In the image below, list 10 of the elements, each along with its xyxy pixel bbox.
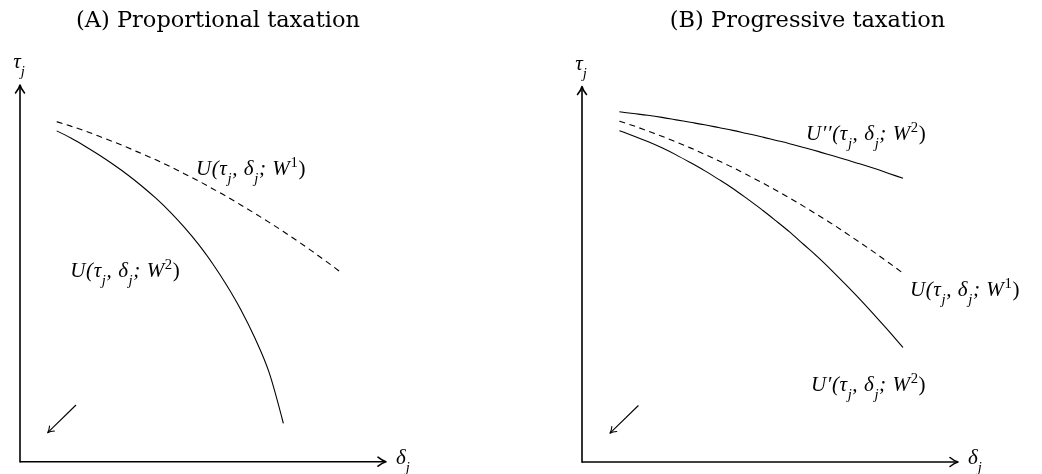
series-label: U′′(τ$_{j}$, δ$_{j}$; W$^{2}$)	[806, 119, 927, 152]
y-axis-title: τ$_{j}$	[13, 49, 25, 79]
series-label: U(τ$_{j}$, δ$_{j}$; W$^{1}$)	[196, 153, 307, 186]
chart-title: (A) Proportional taxation	[76, 6, 360, 32]
series-label: U(τ$_{j}$, δ$_{j}$; W$^{1}$)	[910, 275, 1021, 308]
series-label: U(τ$_{j}$, δ$_{j}$; W$^{2}$)	[70, 256, 181, 289]
series-label: U′(τ$_{j}$, δ$_{j}$; W$^{2}$)	[811, 370, 927, 403]
x-axis-title: δ$_{j}$	[396, 444, 410, 474]
y-axis-title: τ$_{j}$	[575, 50, 587, 81]
chart-title: (B) Progressive taxation	[669, 6, 946, 32]
